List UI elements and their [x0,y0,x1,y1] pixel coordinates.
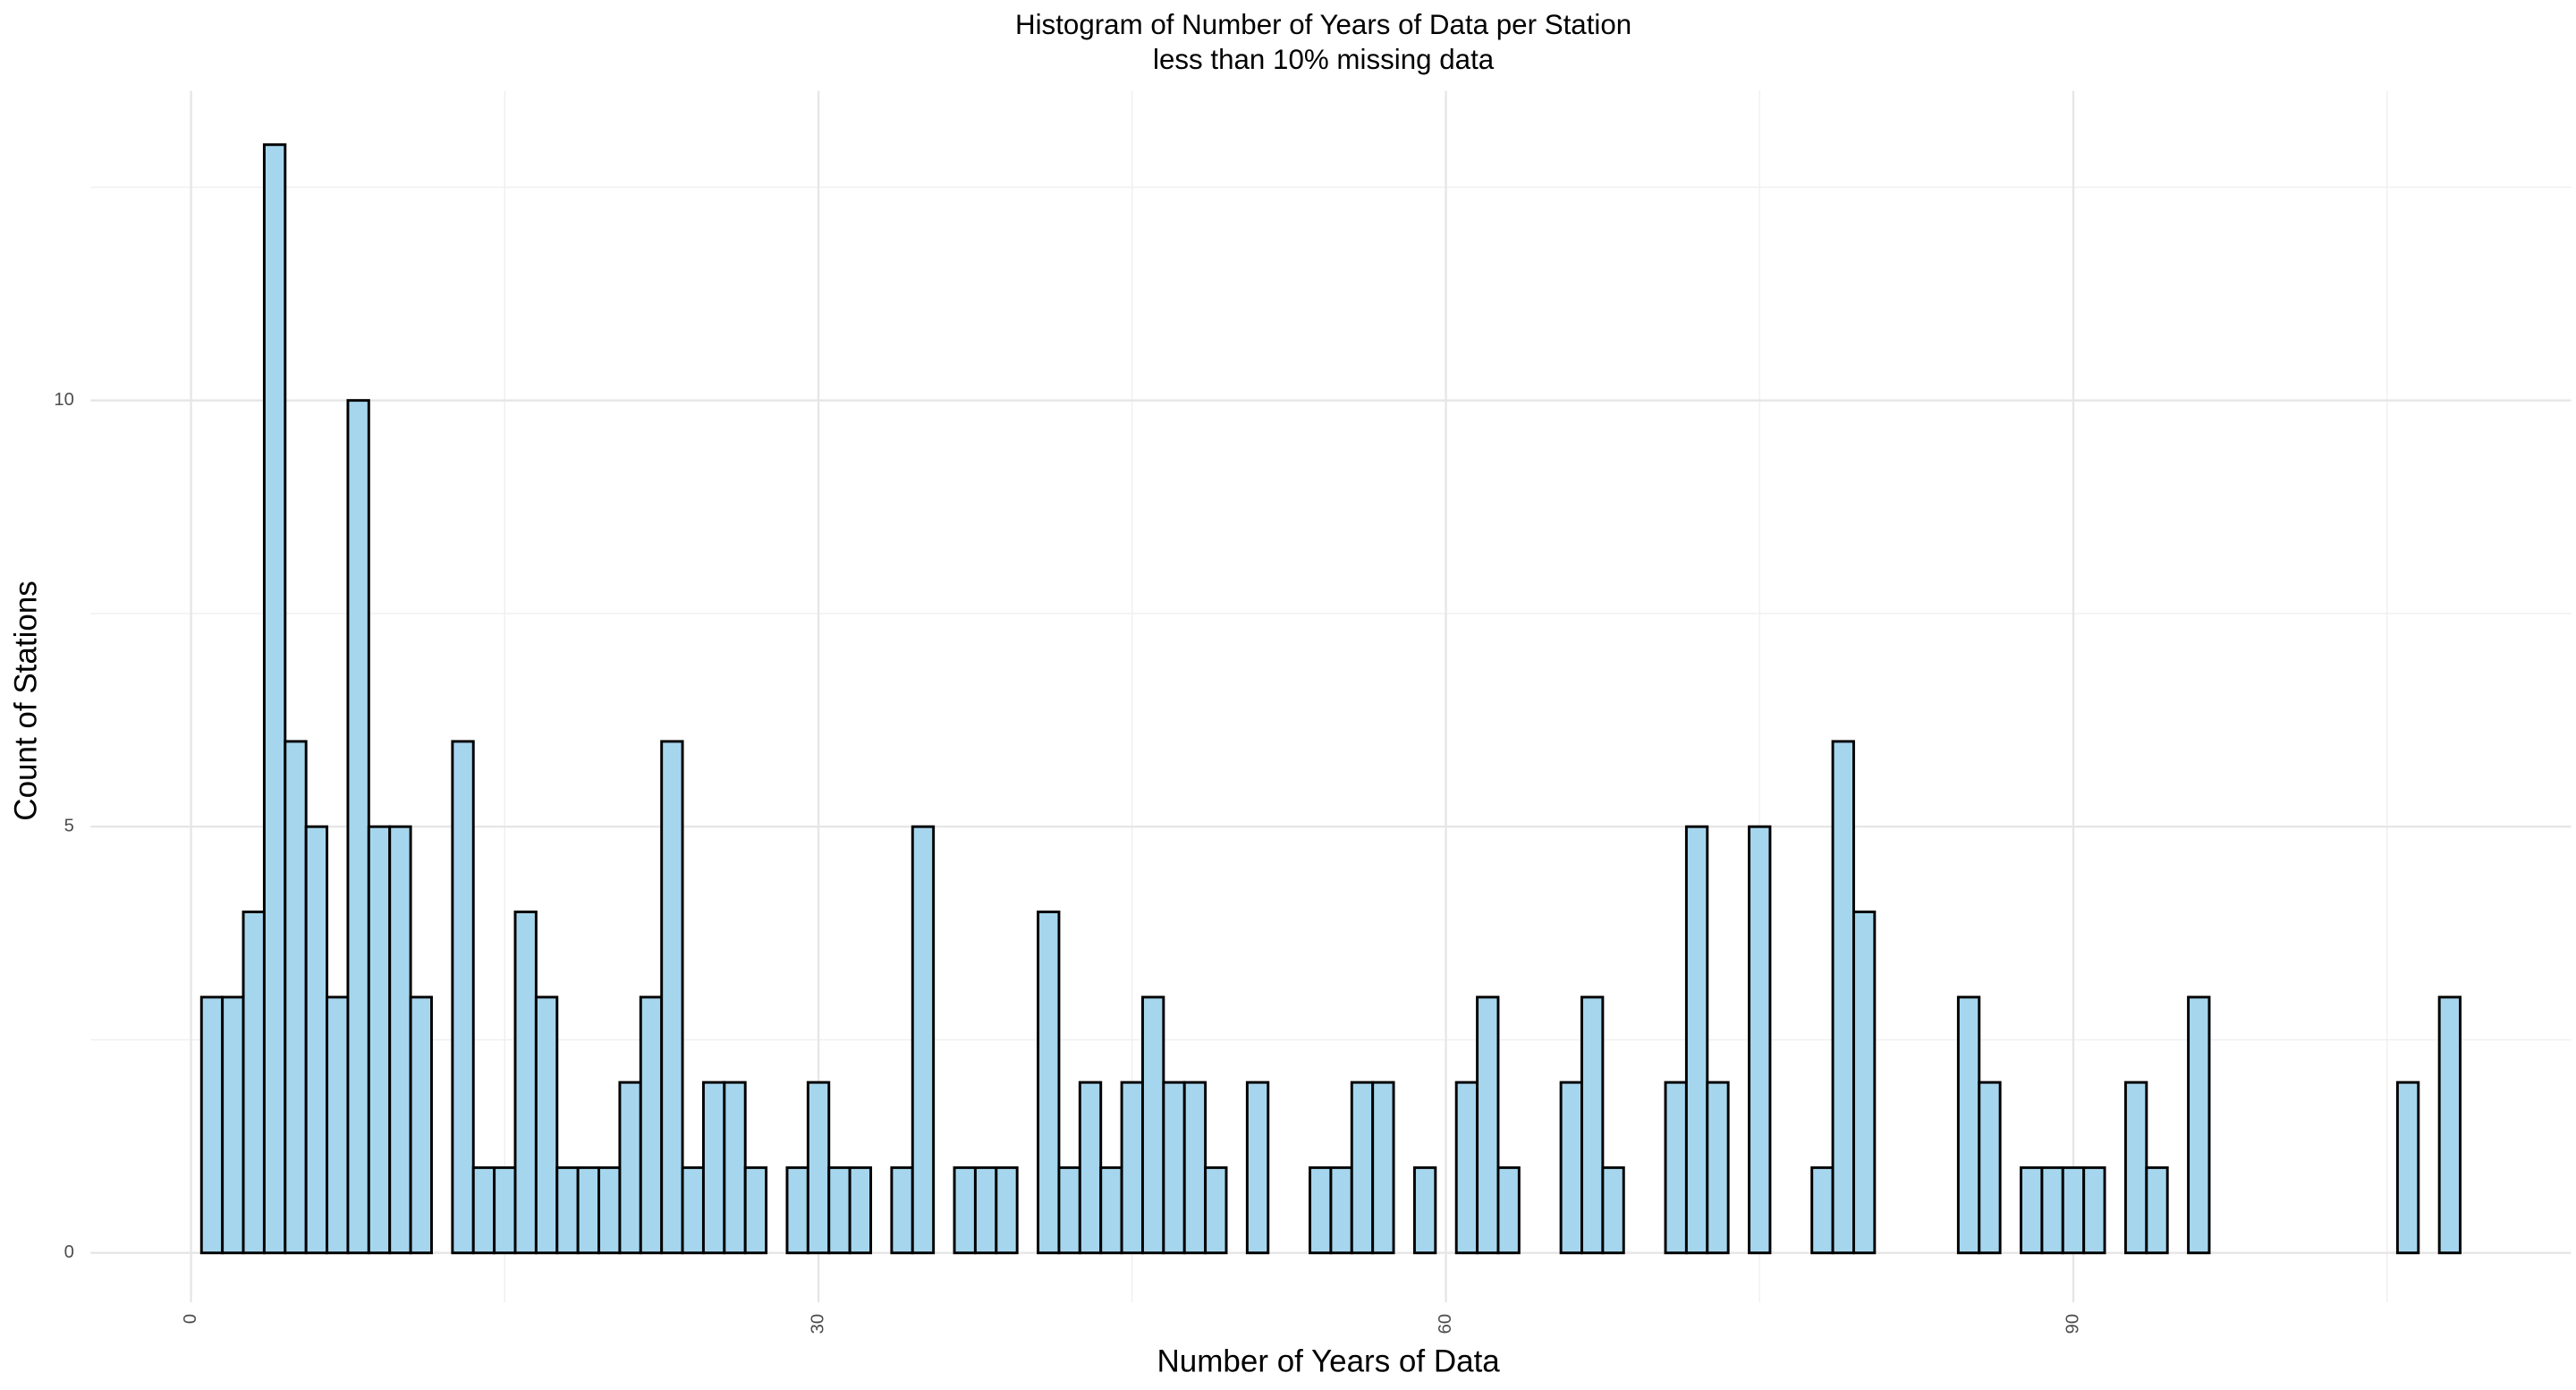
bar [597,1165,622,1255]
bar [1204,1165,1228,1255]
bar [2437,996,2462,1255]
bar [451,740,475,1255]
bar [1852,911,1877,1255]
bar [618,1081,642,1255]
bar [471,1165,496,1255]
bar [806,1081,831,1255]
bar [2395,1081,2420,1255]
y-tick-label: 0 [64,1242,74,1262]
bar [409,996,433,1255]
bar [785,1165,809,1255]
bar [1706,1081,1730,1255]
x-tick-label: 60 [1436,1314,1455,1335]
bar [953,1165,977,1255]
bar [701,1081,726,1255]
x-tick-label: 30 [808,1314,827,1335]
bar [1496,1165,1521,1255]
bar [221,996,245,1255]
bar [1664,1081,1688,1255]
bar [1580,996,1605,1255]
bar [1057,1165,1081,1255]
y-tick-label: 5 [64,817,74,836]
bar [1601,1165,1625,1255]
bar [2123,1081,2148,1255]
bar [1831,740,1855,1255]
y-tick-label: 10 [54,390,74,410]
y-axis-label: Count of Stations [9,581,44,820]
bar [1329,1165,1353,1255]
bar [493,1165,517,1255]
bars [199,143,2462,1255]
bar [1978,1081,2002,1255]
bar [576,1165,601,1255]
bar [2082,1165,2106,1255]
bar [1120,1081,1144,1255]
bar [346,399,370,1255]
bar [1309,1165,1333,1255]
bar [890,1165,914,1255]
bar [262,143,287,1255]
bar [1371,1081,1395,1255]
bar [995,1165,1019,1255]
bar [1099,1165,1123,1255]
bar [1559,1081,1583,1255]
bar [848,1165,872,1255]
bar [743,1165,768,1255]
bar [2020,1165,2044,1255]
bar [723,1081,747,1255]
bar [534,996,559,1255]
bar [1078,1081,1103,1255]
bar [1245,1081,1270,1255]
bar [1182,1081,1208,1255]
bar [1037,911,1061,1255]
x-axis-label: Number of Years of Data [1157,1343,1501,1378]
bar [1162,1081,1186,1255]
bar [911,825,936,1255]
chart-subtitle: less than 10% missing data [1153,44,1495,75]
bar [304,825,329,1255]
x-tick-label: 0 [181,1314,200,1324]
bar [1140,996,1165,1255]
x-tick-label: 90 [2063,1314,2082,1335]
bar [2061,1165,2086,1255]
bar [2145,1165,2169,1255]
bar [367,825,392,1255]
bar [513,911,538,1255]
bar [639,996,664,1255]
bar [973,1165,998,1255]
bar [1748,825,1772,1255]
bar [242,911,266,1255]
bar [199,996,225,1255]
bar [2040,1165,2064,1255]
bar [660,740,684,1255]
bar [326,996,350,1255]
chart-title: Histogram of Number of Years of Data per… [1015,9,1631,40]
bar [1454,1081,1479,1255]
bar [1412,1165,1437,1255]
bar [2187,996,2211,1255]
bar [284,740,308,1255]
bar [827,1165,852,1255]
bar [1476,996,1500,1255]
bar [681,1165,705,1255]
bar [388,825,412,1255]
bar [1956,996,1981,1255]
bar [1810,1165,1835,1255]
bar [555,1165,580,1255]
bar [1684,825,1709,1255]
bar [1350,1081,1375,1255]
